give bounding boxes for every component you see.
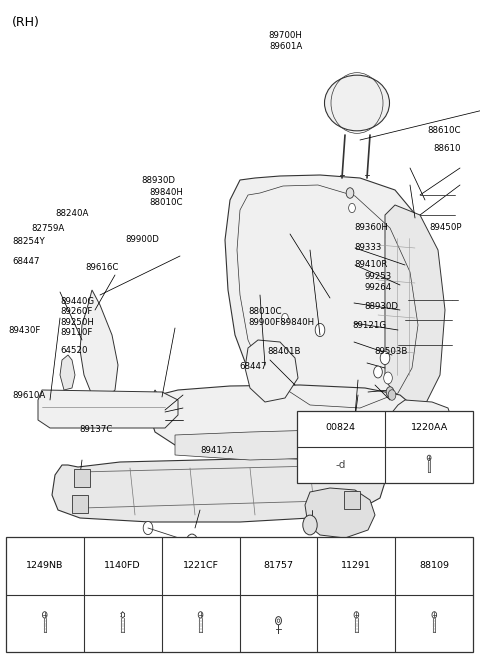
Text: 88930D: 88930D bbox=[142, 176, 176, 185]
Text: 89410R: 89410R bbox=[354, 260, 388, 270]
Circle shape bbox=[276, 617, 281, 625]
Text: 82759A: 82759A bbox=[31, 223, 64, 233]
Circle shape bbox=[427, 455, 431, 461]
Circle shape bbox=[388, 389, 396, 400]
Text: 89430F: 89430F bbox=[9, 326, 41, 335]
Circle shape bbox=[198, 612, 203, 618]
Text: 68447: 68447 bbox=[239, 362, 266, 371]
Polygon shape bbox=[225, 175, 440, 415]
Text: 88010C
89900F89840H: 88010C 89900F89840H bbox=[249, 307, 315, 327]
Text: 89840H
88010C: 89840H 88010C bbox=[150, 188, 184, 208]
Circle shape bbox=[432, 612, 437, 618]
Text: 1140FD: 1140FD bbox=[104, 561, 141, 571]
FancyBboxPatch shape bbox=[74, 469, 90, 487]
Circle shape bbox=[42, 612, 47, 618]
Text: 11291: 11291 bbox=[341, 561, 372, 571]
Polygon shape bbox=[175, 430, 360, 460]
Text: 68447: 68447 bbox=[12, 257, 39, 266]
FancyBboxPatch shape bbox=[337, 459, 353, 477]
Circle shape bbox=[348, 204, 355, 213]
Text: 88254Y: 88254Y bbox=[12, 237, 45, 246]
Circle shape bbox=[282, 314, 288, 323]
FancyBboxPatch shape bbox=[72, 495, 88, 513]
Polygon shape bbox=[60, 355, 75, 390]
Text: 64520: 64520 bbox=[60, 346, 87, 355]
Polygon shape bbox=[305, 488, 375, 538]
Circle shape bbox=[346, 188, 354, 198]
Text: 00824: 00824 bbox=[326, 424, 356, 432]
Text: 89450P: 89450P bbox=[430, 223, 462, 232]
Bar bbox=[297, 411, 473, 483]
Circle shape bbox=[277, 619, 280, 622]
Text: 88610: 88610 bbox=[433, 144, 461, 154]
Text: 1220AA: 1220AA bbox=[410, 424, 448, 432]
Circle shape bbox=[380, 351, 390, 364]
Polygon shape bbox=[148, 385, 415, 458]
Text: 88401B: 88401B bbox=[268, 347, 301, 356]
Polygon shape bbox=[245, 340, 298, 402]
Text: 89333: 89333 bbox=[354, 243, 382, 252]
Polygon shape bbox=[385, 205, 445, 405]
Circle shape bbox=[143, 521, 153, 534]
Text: 88109: 88109 bbox=[420, 561, 449, 571]
Text: 89610A: 89610A bbox=[12, 391, 45, 400]
Text: 89137C: 89137C bbox=[79, 424, 113, 434]
Polygon shape bbox=[38, 390, 178, 428]
Text: 89616C: 89616C bbox=[85, 263, 119, 272]
Text: 88240A: 88240A bbox=[55, 209, 89, 218]
Bar bbox=[6, 537, 473, 652]
Text: 89700H
89601A: 89700H 89601A bbox=[269, 31, 302, 51]
Polygon shape bbox=[390, 400, 452, 450]
Polygon shape bbox=[338, 448, 358, 475]
Text: 81757: 81757 bbox=[264, 561, 293, 571]
Circle shape bbox=[384, 372, 392, 384]
FancyBboxPatch shape bbox=[344, 491, 360, 509]
Text: 89121G: 89121G bbox=[353, 321, 387, 330]
Polygon shape bbox=[52, 458, 385, 522]
Text: 1249NB: 1249NB bbox=[26, 561, 63, 571]
Text: 89360H: 89360H bbox=[354, 223, 388, 232]
Text: 89110F: 89110F bbox=[60, 328, 92, 337]
Text: 89900D: 89900D bbox=[126, 235, 160, 244]
Text: (RH): (RH) bbox=[12, 16, 40, 29]
Text: 99253
99264: 99253 99264 bbox=[365, 272, 392, 292]
Circle shape bbox=[186, 534, 198, 550]
Text: 1221CF: 1221CF bbox=[182, 561, 218, 571]
Polygon shape bbox=[80, 290, 118, 400]
Text: 89503B: 89503B bbox=[374, 347, 408, 357]
Circle shape bbox=[386, 387, 394, 397]
Circle shape bbox=[373, 366, 382, 378]
Text: -d: -d bbox=[336, 460, 346, 470]
Ellipse shape bbox=[324, 75, 389, 131]
Circle shape bbox=[303, 515, 317, 535]
Circle shape bbox=[315, 324, 325, 337]
Circle shape bbox=[354, 612, 359, 618]
Text: 89440G
89260F
89250H: 89440G 89260F 89250H bbox=[60, 297, 94, 327]
Text: 89412A: 89412A bbox=[201, 446, 234, 455]
Text: 88610C: 88610C bbox=[427, 126, 461, 135]
Text: 88930D: 88930D bbox=[365, 302, 399, 311]
